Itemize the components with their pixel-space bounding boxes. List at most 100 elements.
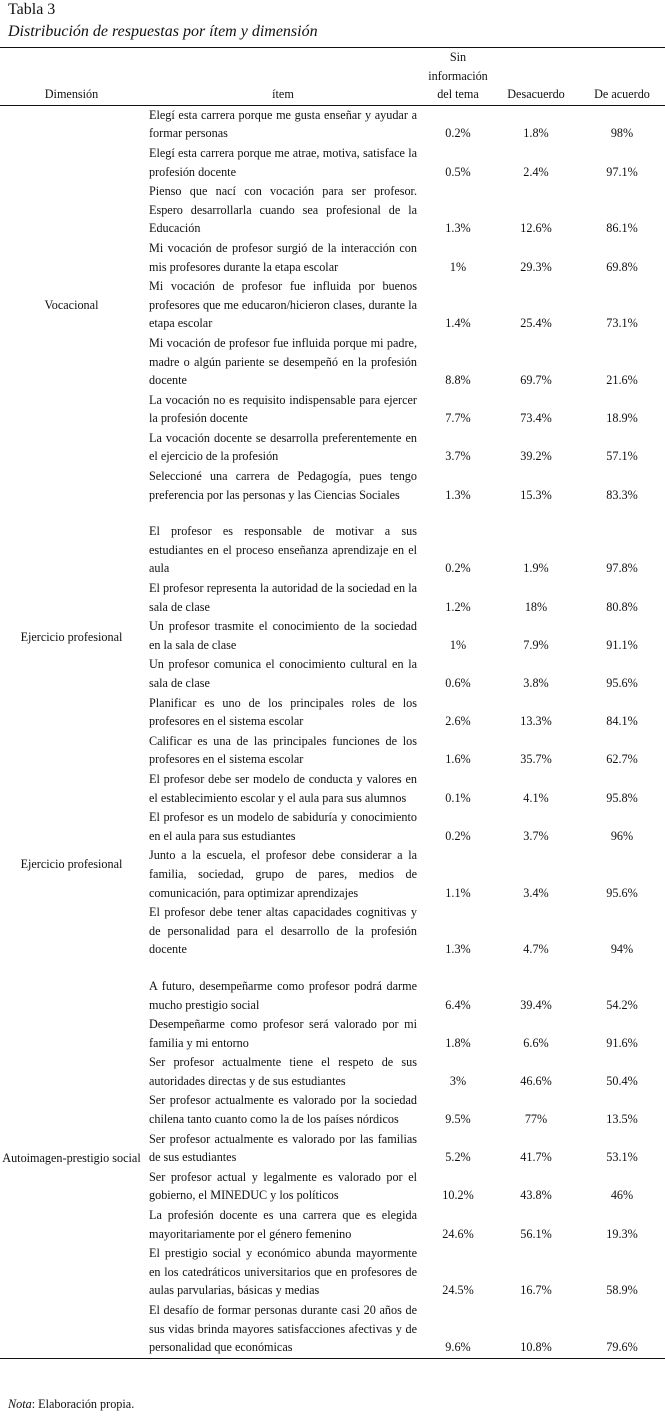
de-acuerdo-cell: 79.6% <box>606 1340 638 1355</box>
item-cell: La vocación no es requisito indispensabl… <box>149 392 417 426</box>
desacuerdo-cell: 41.7% <box>520 1150 552 1165</box>
desacuerdo-cell: 46.6% <box>520 1073 552 1088</box>
table-row: Mi vocación de profesor fue influida por… <box>0 277 665 334</box>
sin-info-cell: 1.2% <box>445 599 471 614</box>
desacuerdo-cell: 3.4% <box>523 885 549 900</box>
note-label: Nota <box>8 1397 32 1411</box>
item-cell: El profesor es responsable de motivar a … <box>149 524 417 576</box>
de-acuerdo-cell: 91.1% <box>606 637 638 652</box>
desacuerdo-cell: 4.1% <box>523 790 549 805</box>
table-row: Ejercicio profesional El profesor debe se… <box>0 770 665 871</box>
desacuerdo-cell: 73.4% <box>520 411 552 426</box>
item-cell: Seleccioné una carrera de Pedagogía, pue… <box>149 469 417 502</box>
sin-info-cell: 7.7% <box>445 411 471 426</box>
col-sin-info: Sin información del tema <box>428 50 488 102</box>
item-cell: Ser profesor actual y legalmente es valo… <box>149 1169 417 1203</box>
sin-info-cell: 0.2% <box>445 828 471 843</box>
sin-info-cell: 0.6% <box>445 676 471 690</box>
table-row: Pienso que nací con vocación para ser pr… <box>0 182 665 239</box>
table-row: Junto a la escuela, el profesor debe con… <box>0 846 665 903</box>
note-text: : Elaboración propia. <box>31 1397 135 1411</box>
de-acuerdo-cell: 57.1% <box>606 449 638 464</box>
item-cell: Un profesor comunica el conocimiento cul… <box>149 657 417 690</box>
desacuerdo-cell: 10.8% <box>520 1340 552 1355</box>
table-row: Planificar es uno de los principales rol… <box>0 694 665 732</box>
sin-info-cell: 1.3% <box>445 942 471 957</box>
item-cell: Mi vocación de profesor fue influida por… <box>149 335 417 388</box>
table-row: Ser profesor actual y legalmente es valo… <box>0 1168 665 1206</box>
table-row: Mi vocación de profesor surgió de la int… <box>0 239 665 277</box>
item-cell: El desafío de formar personas durante ca… <box>149 1303 417 1355</box>
item-cell: Elegí esta carrera porque me gusta enseñ… <box>149 107 417 141</box>
de-acuerdo-cell: 54.2% <box>606 997 638 1012</box>
item-cell: Ser profesor actualmente es valorado por… <box>149 1131 417 1165</box>
sin-info-cell: 24.5% <box>442 1283 474 1298</box>
sin-info-cell: 3.7% <box>445 449 471 464</box>
item-cell: Mi vocación de profesor fue influida por… <box>149 279 417 331</box>
table-row: El profesor es un modelo de sabiduría y … <box>0 808 665 846</box>
de-acuerdo-cell: 18.9% <box>606 411 638 426</box>
item-cell: La vocación docente se desarrolla prefer… <box>149 430 417 464</box>
table-row: La vocación docente se desarrolla prefer… <box>0 429 665 467</box>
desacuerdo-cell: 12.6% <box>520 221 552 236</box>
de-acuerdo-cell: 13.5% <box>606 1112 638 1127</box>
de-acuerdo-cell: 83.3% <box>606 487 638 502</box>
desacuerdo-cell: 69.7% <box>520 373 552 388</box>
table-row: El profesor debe tener altas capacidades… <box>0 903 665 960</box>
table-row: Un profesor trasmite el conocimiento de … <box>0 617 665 655</box>
sin-info-cell: 2.6% <box>445 714 471 729</box>
table-note: Nota: Elaboración propia. <box>8 1397 134 1412</box>
table-row: Ser profesor actualmente es valorado por… <box>0 1130 665 1168</box>
table-body: Vocacional Elegí esta carrera porque me g… <box>0 105 665 1359</box>
item-cell: Elegí esta carrera porque me atrae, moti… <box>149 145 417 179</box>
item-cell: Ser profesor actualmente es valorado por… <box>149 1093 417 1127</box>
sin-info-cell: 9.5% <box>445 1112 471 1127</box>
sin-info-cell: 8.8% <box>445 373 471 388</box>
item-cell: El profesor es un modelo de sabiduría y … <box>149 810 417 843</box>
item-cell: Desempeñarme como profesor será valorado… <box>149 1017 417 1050</box>
sin-info-cell: 10.2% <box>442 1188 474 1203</box>
item-cell: Junto a la escuela, el profesor debe con… <box>149 848 417 900</box>
col-dimension: Dimensión <box>44 87 99 102</box>
desacuerdo-cell: 18% <box>524 599 548 614</box>
de-acuerdo-cell: 98% <box>610 126 634 141</box>
de-acuerdo-cell: 80.8% <box>606 599 638 614</box>
de-acuerdo-cell: 96% <box>610 828 634 843</box>
desacuerdo-cell: 7.9% <box>523 637 549 652</box>
sin-info-cell: 24.6% <box>442 1226 474 1241</box>
col-desacuerdo: Desacuerdo <box>507 87 565 102</box>
item-cell: A futuro, desempeñarme como profesor pod… <box>149 978 417 1012</box>
de-acuerdo-cell: 58.9% <box>606 1283 638 1298</box>
col-de-acuerdo: De acuerdo <box>594 87 650 102</box>
item-cell: La profesión docente es una carrera que … <box>149 1208 417 1241</box>
de-acuerdo-cell: 69.8% <box>606 259 638 274</box>
table-label: Tabla 3 <box>8 1 56 18</box>
desacuerdo-cell: 43.8% <box>520 1188 552 1203</box>
desacuerdo-cell: 3.8% <box>523 676 549 690</box>
desacuerdo-cell: 15.3% <box>520 487 552 502</box>
response-table: Dimensión ítem Sin información del tema … <box>0 47 665 1359</box>
de-acuerdo-cell: 97.1% <box>606 164 638 179</box>
de-acuerdo-cell: 95.8% <box>606 790 638 805</box>
item-cell: Mi vocación de profesor surgió de la int… <box>149 240 417 274</box>
table-row: Ser profesor actualmente tiene el respet… <box>0 1053 665 1091</box>
table-row: Ser profesor actualmente es valorado por… <box>0 1091 665 1129</box>
desacuerdo-cell: 16.7% <box>520 1283 552 1298</box>
item-cell: El profesor debe ser modelo de conducta … <box>149 771 417 805</box>
de-acuerdo-cell: 97.8% <box>606 561 638 576</box>
sin-info-cell: 9.6% <box>445 1340 471 1355</box>
desacuerdo-cell: 3.7% <box>523 828 549 843</box>
sin-info-cell: 5.2% <box>445 1150 471 1165</box>
sin-info-cell: 0.1% <box>445 790 471 805</box>
desacuerdo-cell: 13.3% <box>520 714 552 729</box>
table-title: Distribución de respuestas por ítem y di… <box>8 23 318 40</box>
desacuerdo-cell: 29.3% <box>520 259 552 274</box>
de-acuerdo-cell: 94% <box>610 942 634 957</box>
sin-info-cell: 1% <box>449 637 467 652</box>
table-row: Elegí esta carrera porque me atrae, moti… <box>0 144 665 182</box>
de-acuerdo-cell: 86.1% <box>606 221 638 236</box>
desacuerdo-cell: 1.9% <box>523 561 549 576</box>
desacuerdo-cell: 56.1% <box>520 1226 552 1241</box>
sin-info-cell: 1.1% <box>445 885 471 900</box>
item-cell: Planificar es uno de los principales rol… <box>149 695 417 729</box>
